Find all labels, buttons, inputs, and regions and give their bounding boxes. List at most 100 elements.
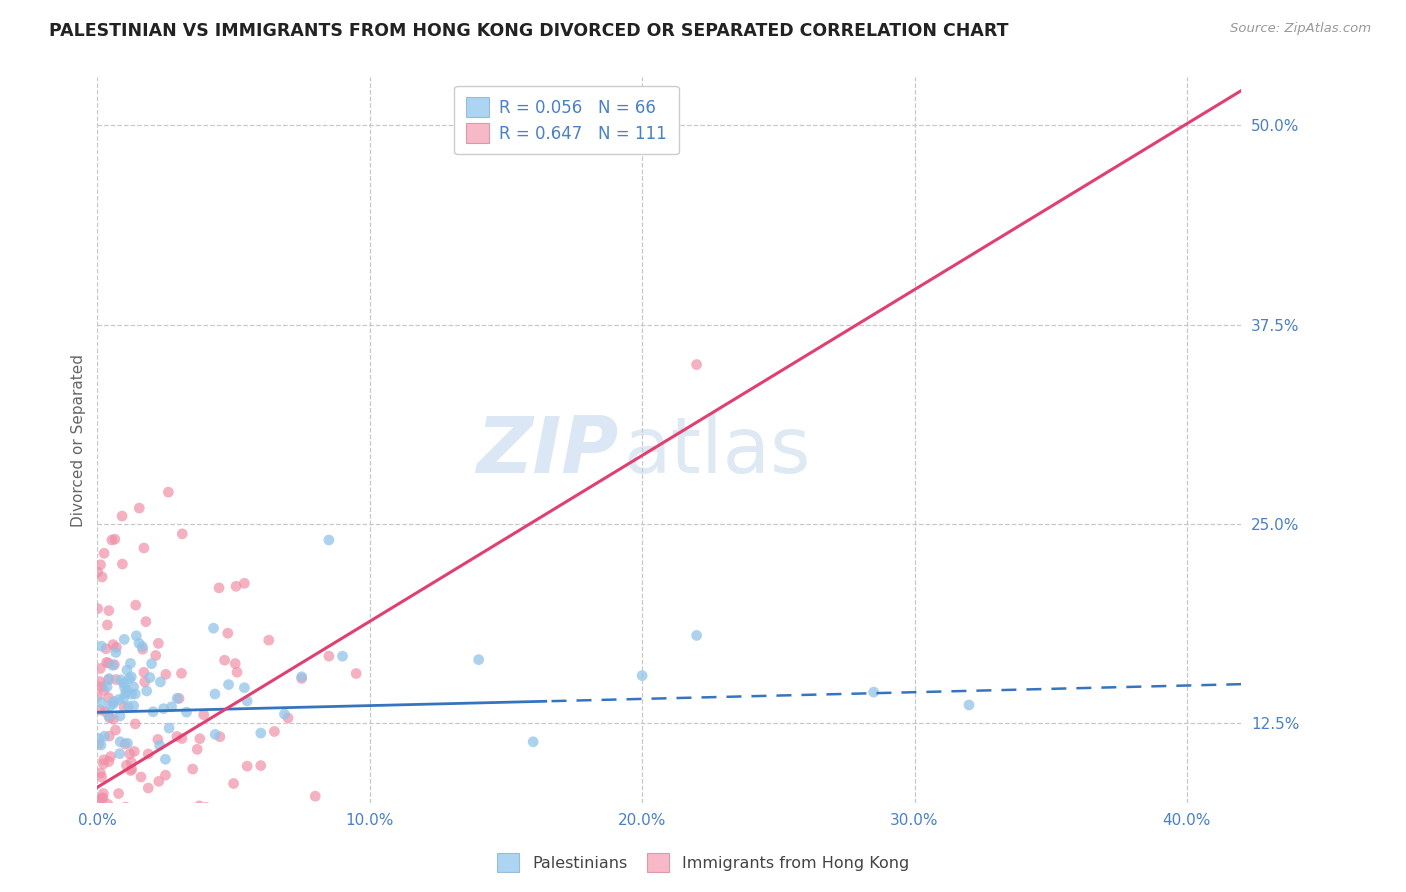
Point (685, 358, 707, 372)
Point (114, 737, 136, 751)
Point (97, 690, 120, 705)
Point (108, 735, 131, 749)
Point (120, 670, 142, 684)
Point (132, 541, 155, 555)
Y-axis label: Divorced or Separated: Divorced or Separated (72, 354, 86, 527)
Point (117, 699, 139, 714)
Point (344, 666, 367, 681)
Point (208, 581, 231, 595)
Point (129, 770, 152, 784)
Point (93, 546, 115, 560)
Point (111, 557, 134, 571)
Point (96, 618, 118, 632)
Point (157, 485, 180, 500)
Point (103, 697, 125, 711)
Point (131, 640, 153, 654)
Point (98, 698, 121, 713)
Point (134, 675, 156, 690)
Point (101, 533, 124, 547)
Point (631, 668, 654, 682)
Point (142, 804, 165, 818)
Point (91, 570, 114, 584)
Point (87, 793, 110, 807)
Point (107, 787, 129, 801)
Point (195, 800, 218, 814)
Point (236, 759, 259, 773)
Point (112, 632, 135, 647)
Point (233, 576, 256, 591)
Point (141, 657, 163, 671)
Point (204, 727, 226, 741)
Point (89, 661, 111, 675)
Point (110, 673, 132, 687)
Point (118, 747, 141, 761)
Point (148, 636, 170, 650)
Text: atlas: atlas (624, 413, 811, 489)
Legend: Palestinians, Immigrants from Hong Kong: Palestinians, Immigrants from Hong Kong (489, 845, 917, 880)
Point (135, 684, 157, 698)
Point (89, 674, 111, 689)
Point (318, 533, 340, 547)
Point (136, 780, 159, 795)
Point (257, 633, 280, 648)
Point (89, 703, 111, 717)
Point (332, 649, 354, 664)
Point (160, 804, 183, 818)
Point (263, 724, 285, 739)
Point (128, 501, 150, 516)
Text: ZIP: ZIP (475, 413, 617, 489)
Point (188, 731, 211, 746)
Point (222, 776, 245, 790)
Point (97, 804, 120, 818)
Point (148, 774, 170, 789)
Point (101, 658, 124, 673)
Point (87, 737, 110, 751)
Point (111, 509, 134, 524)
Point (218, 677, 240, 691)
Point (105, 640, 128, 655)
Point (170, 731, 193, 746)
Point (193, 707, 215, 722)
Point (155, 667, 177, 681)
Point (97, 709, 120, 723)
Point (181, 762, 204, 776)
Point (291, 670, 314, 684)
Point (121, 762, 143, 776)
Point (107, 692, 129, 706)
Point (172, 527, 194, 541)
Point (226, 665, 249, 680)
Point (145, 648, 167, 663)
Point (685, 628, 707, 642)
Point (233, 681, 256, 695)
Point (98, 729, 121, 743)
Point (122, 680, 145, 694)
Point (176, 705, 198, 719)
Point (120, 764, 142, 778)
Point (120, 755, 142, 769)
Text: PALESTINIAN VS IMMIGRANTS FROM HONG KONG DIVORCED OR SEPARATED CORRELATION CHART: PALESTINIAN VS IMMIGRANTS FROM HONG KONG… (49, 22, 1008, 40)
Point (103, 712, 125, 726)
Legend: R = 0.056   N = 66, R = 0.647   N = 111: R = 0.056 N = 66, R = 0.647 N = 111 (454, 86, 679, 154)
Point (166, 730, 188, 744)
Point (249, 758, 271, 772)
Point (167, 691, 190, 706)
Point (114, 800, 136, 814)
Point (87, 731, 110, 746)
Point (291, 672, 314, 686)
Point (90, 639, 112, 653)
Point (146, 732, 169, 747)
Point (91, 787, 114, 801)
Point (225, 579, 247, 593)
Point (128, 636, 150, 650)
Point (318, 649, 340, 664)
Point (166, 691, 188, 706)
Point (273, 707, 295, 722)
Point (108, 709, 131, 723)
Text: Source: ZipAtlas.com: Source: ZipAtlas.com (1230, 22, 1371, 36)
Point (332, 804, 354, 818)
Point (115, 758, 138, 772)
Point (160, 699, 183, 714)
Point (86, 601, 108, 615)
Point (89, 766, 111, 780)
Point (214, 653, 236, 667)
